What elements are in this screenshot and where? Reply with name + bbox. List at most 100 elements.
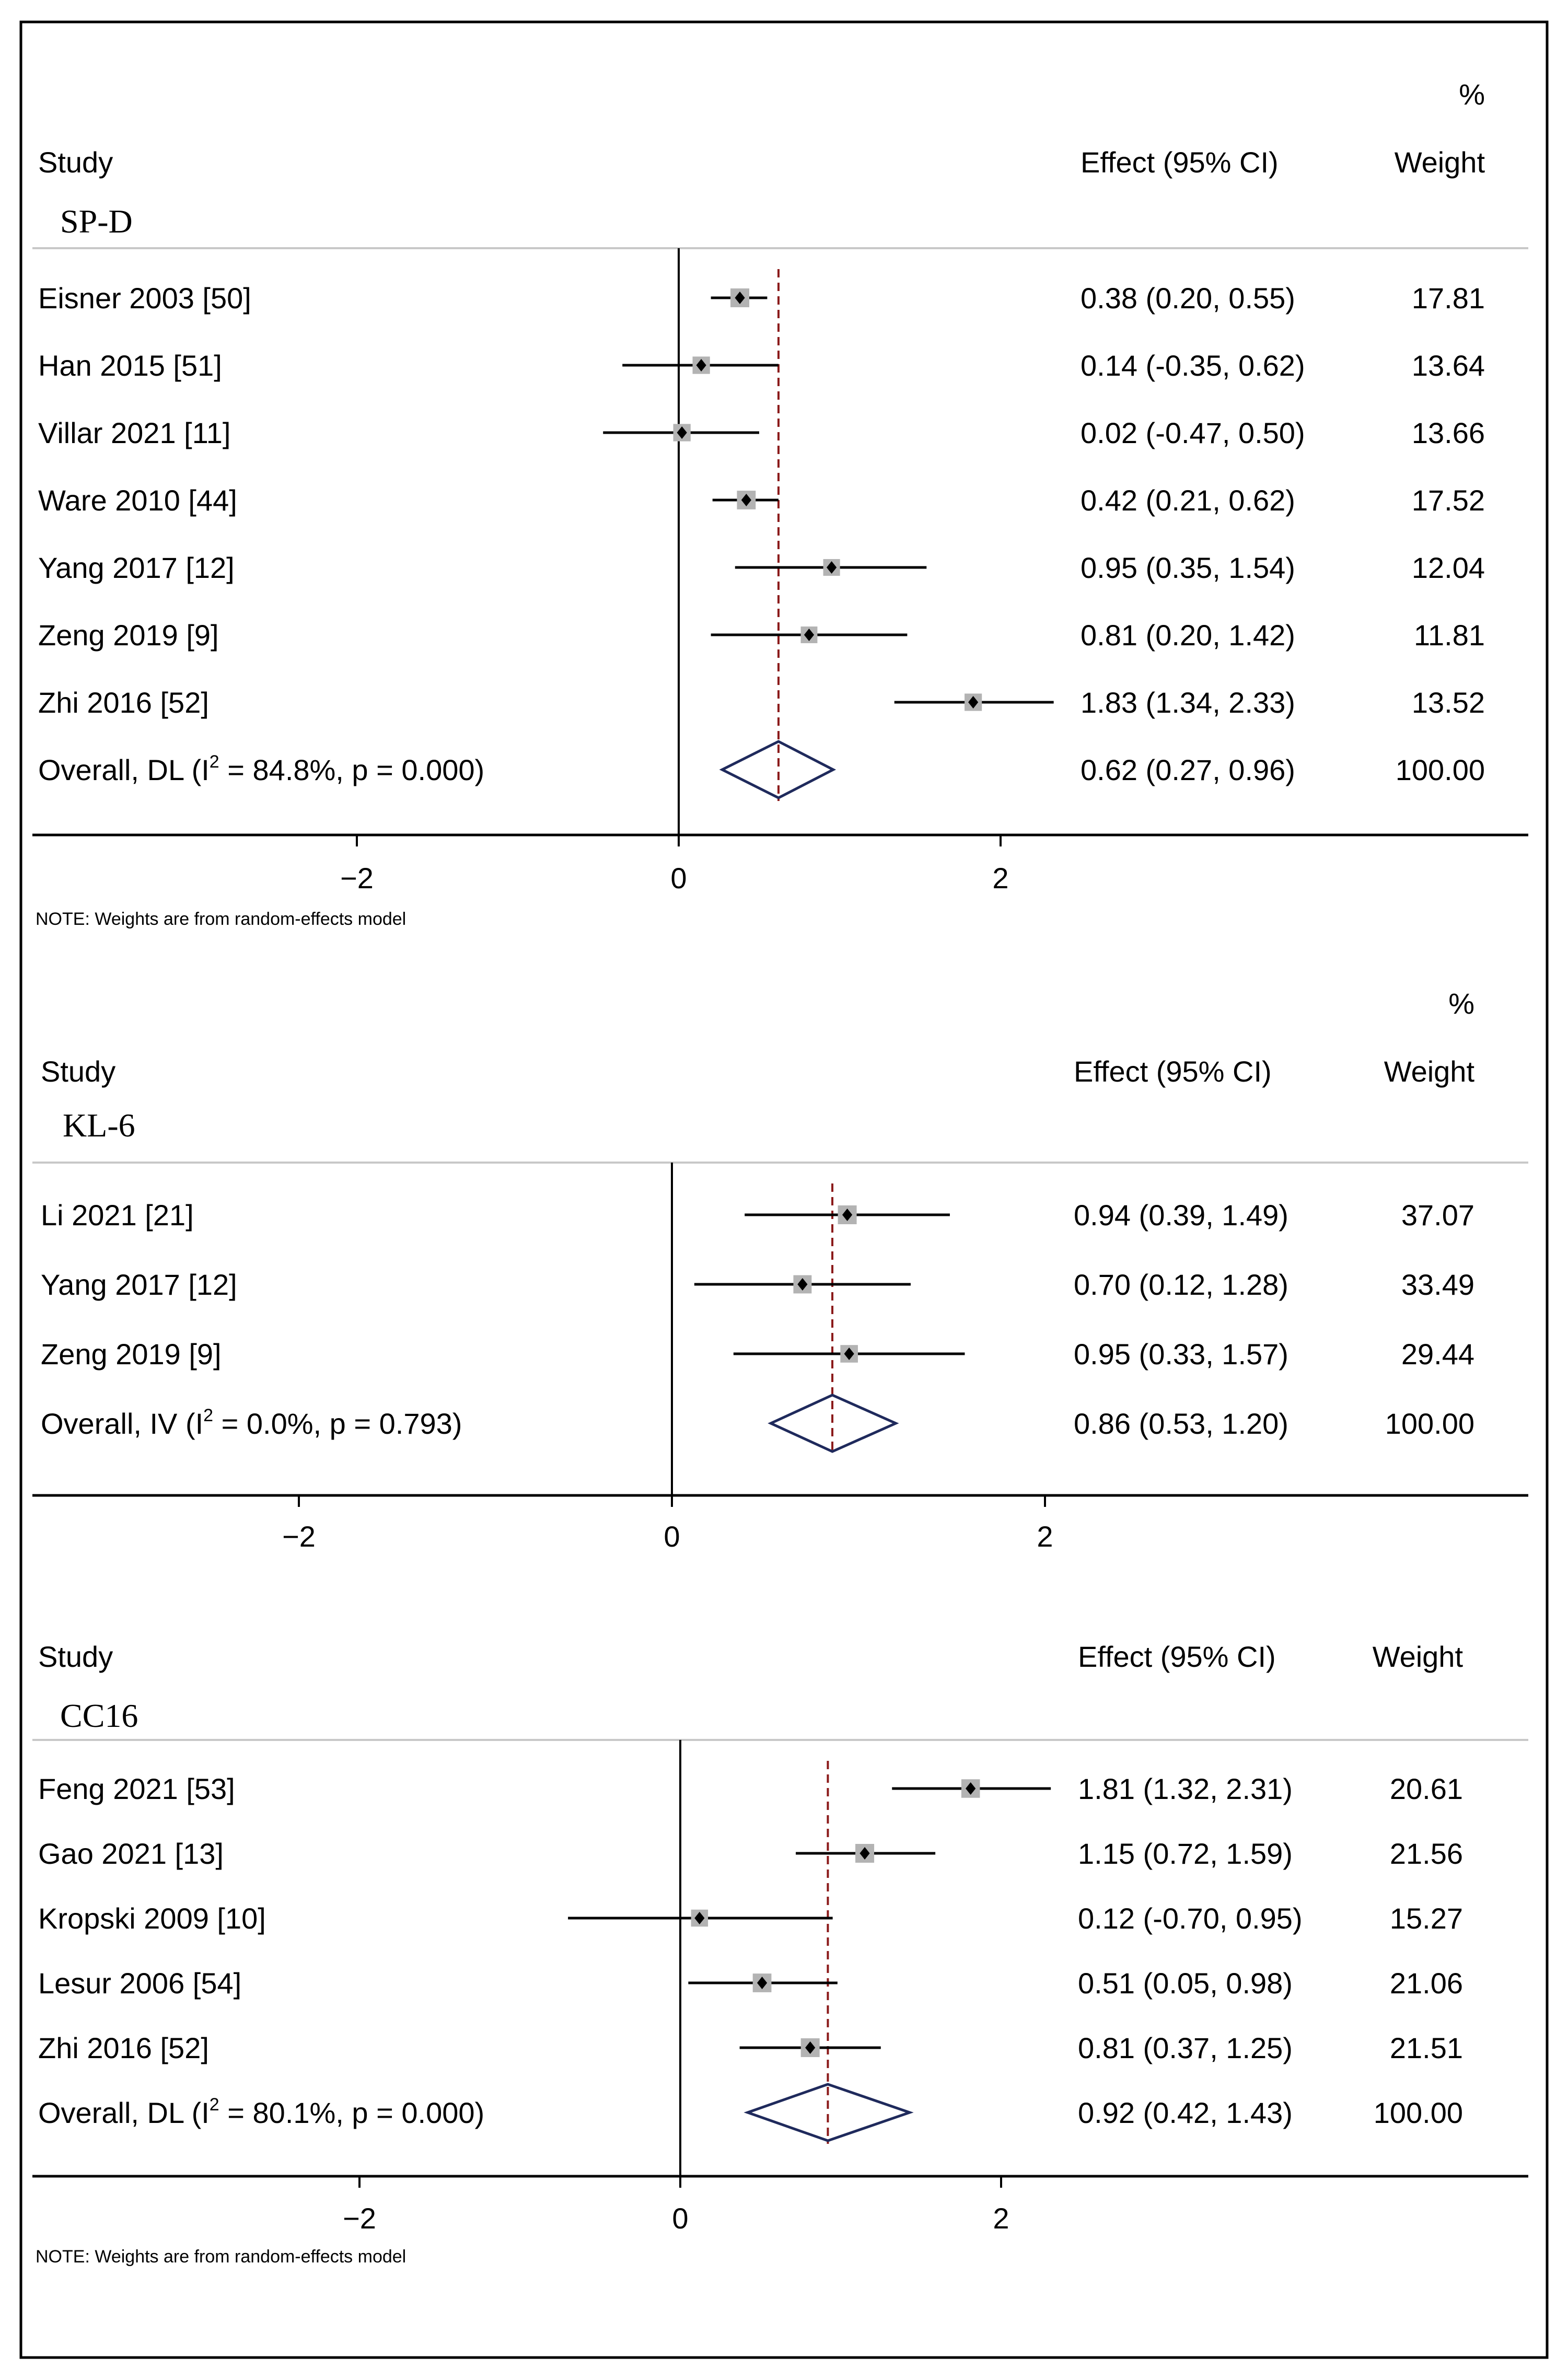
study-label: Zeng 2019 [9] [38,619,219,652]
overall-diamond [744,2083,914,2142]
study-weight: 20.61 [1390,1772,1463,1805]
forest-panel-cc16: Study Effect (95% CI) Weight CC16 Feng 2021 … [32,1640,1528,2267]
study-row: Kropski 2009 [10] 0.12 (-0.70, 0.95) 15.27 [38,1902,1463,1935]
overall-effect-ci: 0.86 (0.53, 1.20) [1074,1407,1288,1440]
study-weight: 15.27 [1390,1902,1463,1935]
overall-label-stats: = 0.0%, p = 0.793) [213,1407,462,1440]
overall-label-superscript: 2 [210,752,219,772]
study-weight: 13.66 [1412,416,1485,449]
forest-panel-kl-6: % Study Effect (95% CI) Weight KL-6 Li 2021 [… [32,987,1528,1553]
study-weight: 33.49 [1401,1268,1474,1301]
study-row: Villar 2021 [11] 0.02 (-0.47, 0.50) 13.66 [38,416,1485,449]
weight-percent-label: % [1448,987,1474,1020]
study-row: Zeng 2019 [9] 0.95 (0.33, 1.57) 29.44 [41,1338,1474,1371]
study-effect-ci: 0.02 (-0.47, 0.50) [1081,416,1305,449]
study-effect-ci: 0.81 (0.20, 1.42) [1081,619,1295,652]
overall-label-text: Overall, DL (I [38,753,210,786]
study-effect-ci: 0.14 (-0.35, 0.62) [1081,349,1305,382]
overall-label: Overall, DL (I2 = 84.8%, p = 0.000) [38,752,484,786]
x-tick-label: 2 [1037,1520,1053,1553]
study-row: Zhi 2016 [52] 1.83 (1.34, 2.33) 13.52 [38,686,1485,719]
study-weight: 13.64 [1412,349,1485,382]
study-row: Gao 2021 [13] 1.15 (0.72, 1.59) 21.56 [38,1837,1463,1870]
figure-border [19,20,1549,2359]
study-effect-ci: 0.95 (0.35, 1.54) [1081,551,1295,584]
study-label: Han 2015 [51] [38,349,222,382]
study-effect-ci: 0.95 (0.33, 1.57) [1074,1338,1288,1371]
study-row: Ware 2010 [44] 0.42 (0.21, 0.62) 17.52 [38,484,1485,517]
point-estimate [757,1977,768,1989]
study-weight: 17.81 [1412,282,1485,315]
study-weight: 29.44 [1401,1338,1474,1371]
study-weight: 11.81 [1414,619,1485,652]
study-effect-ci: 0.94 (0.39, 1.49) [1074,1199,1288,1232]
x-tick-label: 2 [993,2202,1009,2235]
point-estimate [844,1348,854,1360]
overall-label-superscript: 2 [203,1406,213,1425]
overall-effect-ci: 0.62 (0.27, 0.96) [1081,753,1295,786]
study-effect-ci: 0.42 (0.21, 0.62) [1081,484,1295,517]
study-row: Feng 2021 [53] 1.81 (1.32, 2.31) 20.61 [38,1772,1463,1805]
study-label: Eisner 2003 [50] [38,282,251,315]
point-estimate [696,359,706,371]
overall-label-superscript: 2 [210,2095,219,2115]
study-row: Lesur 2006 [54] 0.51 (0.05, 0.98) 21.06 [38,1967,1463,2000]
weight-percent-label: % [1459,78,1485,111]
effect-column-header: Effect (95% CI) [1074,1055,1272,1088]
study-column-header: Study [38,1640,113,1673]
study-weight: 21.51 [1390,2031,1463,2064]
study-column-header: Study [41,1055,115,1088]
study-weight: 37.07 [1401,1199,1474,1232]
study-effect-ci: 0.81 (0.37, 1.25) [1078,2031,1293,2064]
overall-label-text: Overall, DL (I [38,2096,210,2129]
study-row: Yang 2017 [12] 0.95 (0.35, 1.54) 12.04 [38,551,1485,584]
x-tick-label: −2 [340,862,374,895]
x-tick-label: 0 [670,862,687,895]
panel-title: KL-6 [63,1107,135,1144]
study-label: Kropski 2009 [10] [38,1902,266,1935]
effect-column-header: Effect (95% CI) [1078,1640,1276,1673]
panel-title: SP-D [60,203,133,240]
overall-label-stats: = 84.8%, p = 0.000) [219,753,484,786]
study-effect-ci: 0.70 (0.12, 1.28) [1074,1268,1288,1301]
overall-effect-ci: 0.92 (0.42, 1.43) [1078,2096,1293,2129]
overall-row: Overall, DL (I2 = 84.8%, p = 0.000) 0.62 … [38,740,1485,799]
study-weight: 21.56 [1390,1837,1463,1870]
point-estimate [804,629,815,641]
point-estimate [805,2041,816,2054]
study-row: Eisner 2003 [50] 0.38 (0.20, 0.55) 17.81 [38,282,1485,315]
point-estimate [677,426,687,439]
point-estimate [741,494,751,506]
point-estimate [827,561,837,574]
study-row: Yang 2017 [12] 0.70 (0.12, 1.28) 33.49 [41,1268,1474,1301]
x-tick-label: 2 [992,862,1008,895]
study-label: Lesur 2006 [54] [38,1967,241,2000]
study-label: Zhi 2016 [52] [38,686,209,719]
overall-diamond [719,740,837,799]
point-estimate [735,292,745,304]
study-effect-ci: 1.15 (0.72, 1.59) [1078,1837,1293,1870]
study-weight: 12.04 [1412,551,1485,584]
weights-note: NOTE: Weights are from random-effects mo… [36,909,406,929]
study-column-header: Study [38,146,113,179]
overall-row: Overall, DL (I2 = 80.1%, p = 0.000) 0.92 … [38,2083,1463,2142]
weight-column-header: Weight [1395,146,1485,179]
overall-label: Overall, DL (I2 = 80.1%, p = 0.000) [38,2095,484,2129]
overall-label-text: Overall, IV (I [41,1407,203,1440]
study-effect-ci: 1.83 (1.34, 2.33) [1081,686,1295,719]
study-row: Han 2015 [51] 0.14 (-0.35, 0.62) 13.64 [38,349,1485,382]
study-label: Feng 2021 [53] [38,1772,235,1805]
overall-label: Overall, IV (I2 = 0.0%, p = 0.793) [41,1406,462,1440]
overall-label-stats: = 80.1%, p = 0.000) [219,2096,484,2129]
study-effect-ci: 0.12 (-0.70, 0.95) [1078,1902,1303,1935]
x-tick-label: 0 [664,1520,680,1553]
point-estimate [968,696,979,709]
weight-column-header: Weight [1384,1055,1475,1088]
overall-row: Overall, IV (I2 = 0.0%, p = 0.793) 0.86 (… [41,1394,1474,1453]
study-label: Ware 2010 [44] [38,484,237,517]
study-effect-ci: 0.51 (0.05, 0.98) [1078,1967,1293,2000]
study-label: Gao 2021 [13] [38,1837,224,1870]
effect-column-header: Effect (95% CI) [1081,146,1279,179]
overall-diamond [768,1394,899,1453]
